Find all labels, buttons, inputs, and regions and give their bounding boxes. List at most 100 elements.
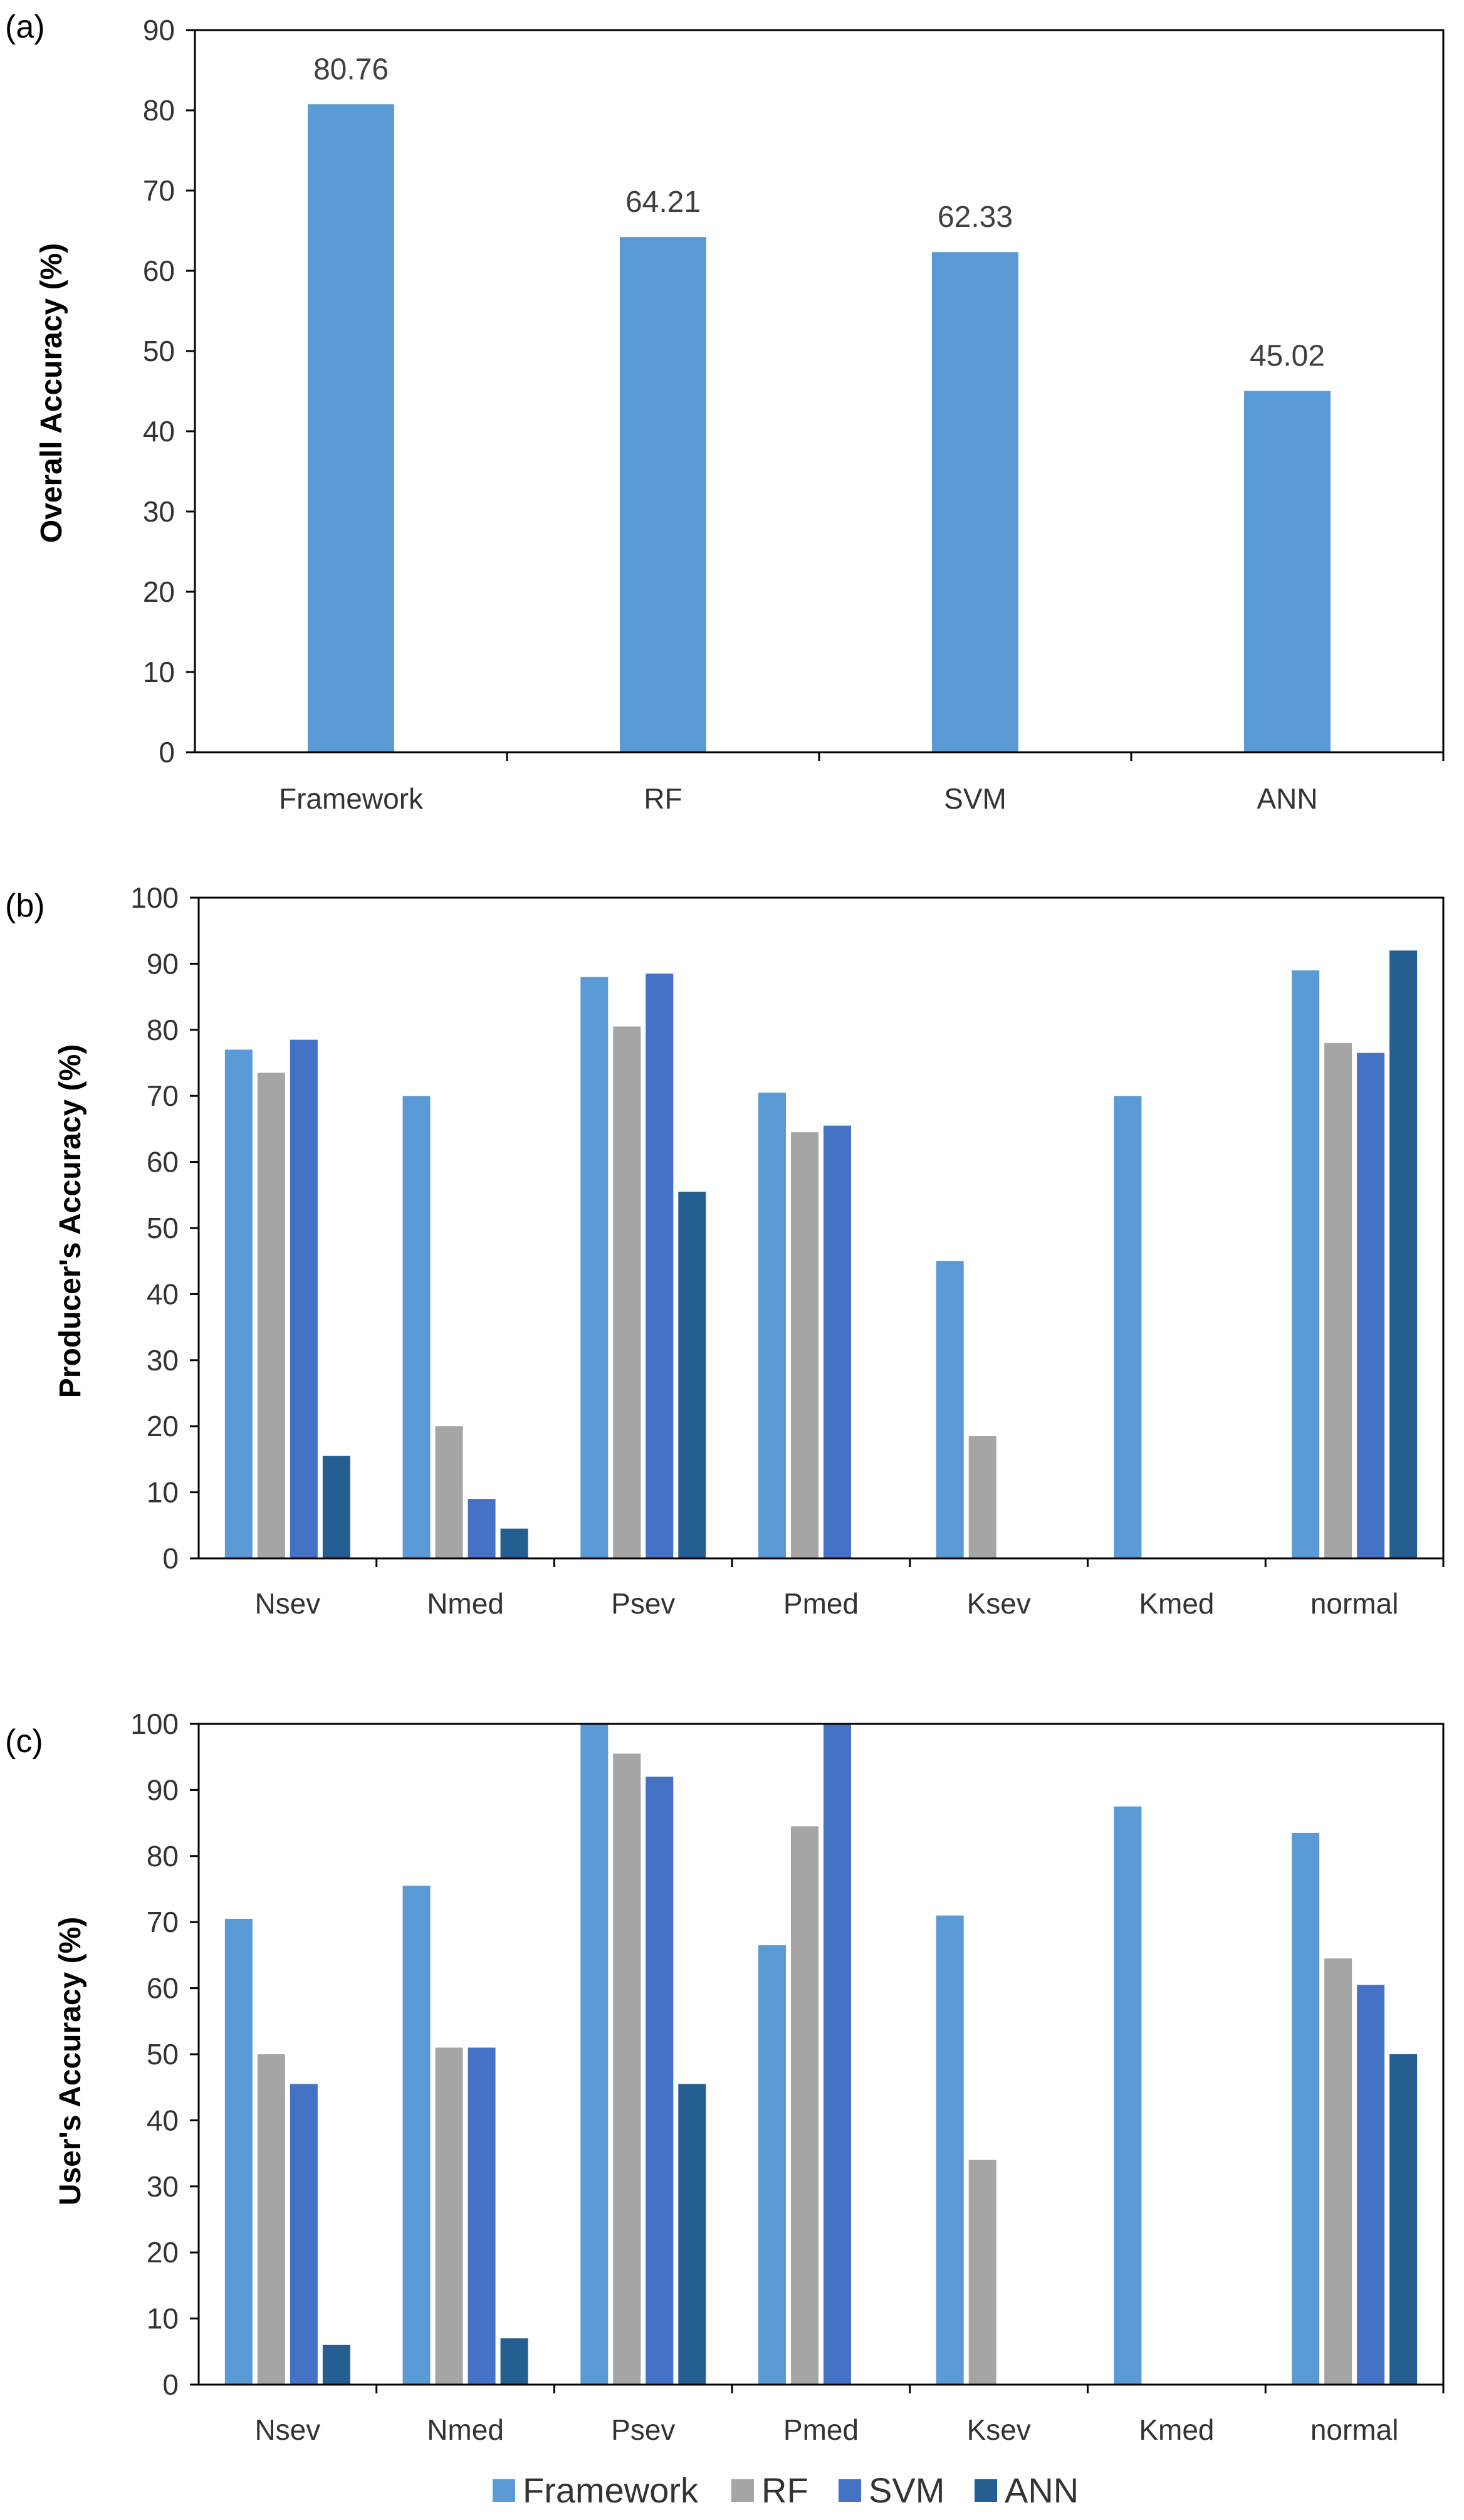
bar-svm-nsev <box>290 1039 318 1558</box>
y-tick-label: 10 <box>147 1476 179 1509</box>
panel-a-label: (a) <box>5 9 45 45</box>
y-tick-label: 70 <box>147 1906 179 1938</box>
legend: Framework RF SVM ANN <box>493 2470 1079 2510</box>
bar-svm-normal <box>1357 1985 1385 2385</box>
panel-a-overall-accuracy: (a) Overall Accuracy (%) 0 10 20 30 40 50 60 70… <box>5 9 1445 815</box>
bar-rf-nmed <box>435 2047 463 2385</box>
panel-c-y-axis-label: User's Accuracy (%) <box>54 1917 87 2206</box>
panel-a-data-labels: 80.76 64.21 62.33 45.02 <box>313 53 1325 372</box>
bar-ann-normal <box>1389 950 1418 1558</box>
x-tick-label: Nmed <box>427 2413 504 2446</box>
x-tick-label: ANN <box>1257 782 1317 815</box>
bar-svm-nmed <box>468 1499 496 1558</box>
x-tick-label: Ksev <box>967 1587 1031 1620</box>
y-tick-label: 100 <box>130 1708 179 1740</box>
x-tick-label: Nmed <box>427 1587 504 1620</box>
y-tick-label: 40 <box>147 1278 179 1310</box>
x-tick-label: Kmed <box>1139 1587 1214 1620</box>
y-tick-label: 50 <box>147 1212 179 1244</box>
y-tick-label: 40 <box>143 415 175 448</box>
bar-rf-pmed <box>791 1826 818 2385</box>
bar-rf <box>620 237 706 752</box>
bar-framework-pmed <box>758 1945 786 2385</box>
bar-rf-pmed <box>791 1132 818 1558</box>
x-tick-label: Psev <box>611 1587 675 1620</box>
legend-label-rf: RF <box>761 2470 808 2510</box>
y-tick-label: 30 <box>143 495 175 528</box>
legend-swatch-rf <box>731 2479 754 2502</box>
bar-svm-pmed <box>823 1724 851 2385</box>
panel-c-plot-border <box>197 1723 1445 2386</box>
y-tick-label: 90 <box>147 1773 179 1806</box>
bar-svm-psev <box>646 1777 674 2385</box>
panel-b-x-ticks: Nsev Nmed Psev Pmed Ksev Kmed normal <box>254 1558 1445 1620</box>
y-tick-label: 80 <box>147 1840 179 1872</box>
bar-rf-nmed <box>435 1426 463 1558</box>
y-tick-label: 70 <box>143 174 175 207</box>
bar-rf-ksev <box>968 1436 996 1558</box>
data-label: 64.21 <box>625 186 701 219</box>
y-tick-label: 100 <box>130 881 179 914</box>
y-tick-label: 80 <box>147 1014 179 1046</box>
panel-a-x-ticks: Framework RF SVM ANN <box>279 752 1445 815</box>
y-tick-label: 0 <box>162 1542 179 1575</box>
x-tick-label: RF <box>644 782 682 815</box>
y-tick-label: 50 <box>143 335 175 367</box>
legend-label-framework: Framework <box>523 2470 699 2510</box>
panel-c-bars <box>224 1724 1418 2385</box>
data-label: 62.33 <box>938 201 1013 234</box>
bar-framework-normal <box>1292 970 1320 1558</box>
bar-rf-nsev <box>257 2054 285 2385</box>
bar-framework-normal <box>1292 1832 1320 2385</box>
data-label: 80.76 <box>313 53 389 86</box>
panel-c-label: (c) <box>5 1723 43 1760</box>
y-tick-label: 20 <box>147 1410 179 1442</box>
bar-rf-ksev <box>968 2160 996 2385</box>
y-tick-label: 60 <box>147 1146 179 1179</box>
bar-rf-psev <box>613 1026 641 1558</box>
x-tick-label: normal <box>1310 2413 1399 2446</box>
bar-ann <box>1244 391 1331 752</box>
panel-c-users-accuracy: (c) User's Accuracy (%) 0 10 20 30 40 50 60 70 8… <box>5 1708 1445 2446</box>
bar-ann-nsev <box>322 2344 350 2385</box>
y-tick-label: 30 <box>147 2170 179 2203</box>
bar-framework-psev <box>580 977 609 1558</box>
x-tick-label: Nsev <box>254 1587 320 1620</box>
bar-framework-nsev <box>224 1918 253 2385</box>
bar-svm-normal <box>1357 1053 1385 1558</box>
panel-b-label: (b) <box>5 888 45 924</box>
y-tick-label: 40 <box>147 2104 179 2136</box>
bar-svm-nsev <box>290 2084 318 2385</box>
panel-a-bars <box>308 104 1331 753</box>
bar-svm <box>932 252 1018 752</box>
bar-rf-nsev <box>257 1073 285 1558</box>
panel-a-y-ticks: 0 10 20 30 40 50 60 70 80 90 <box>143 14 195 769</box>
bar-framework-nmed <box>402 1886 431 2385</box>
legend-swatch-svm <box>839 2479 861 2502</box>
y-tick-label: 60 <box>143 255 175 287</box>
y-tick-label: 50 <box>147 2038 179 2071</box>
bar-svm-pmed <box>823 1125 851 1558</box>
panel-a-plot-border <box>194 29 1445 753</box>
bar-framework-kmed <box>1114 1096 1142 1558</box>
x-tick-label: Psev <box>611 2413 675 2446</box>
y-tick-label: 90 <box>147 947 179 980</box>
legend-swatch-ann <box>975 2479 997 2502</box>
panel-b-y-axis-label: Producer's Accuracy (%) <box>54 1044 87 1399</box>
bar-framework-ksev <box>936 1261 964 1558</box>
legend-label-ann: ANN <box>1005 2470 1079 2510</box>
x-tick-label: Pmed <box>783 2413 859 2446</box>
y-tick-label: 70 <box>147 1079 179 1112</box>
bar-framework-kmed <box>1114 1806 1142 2385</box>
x-tick-label: Pmed <box>783 1587 859 1620</box>
y-tick-label: 80 <box>143 94 175 127</box>
bar-ann-nmed <box>500 2338 528 2385</box>
data-label: 45.02 <box>1250 340 1325 373</box>
y-tick-label: 90 <box>143 14 175 46</box>
x-tick-label: Kmed <box>1139 2413 1214 2446</box>
x-tick-label: SVM <box>944 782 1006 815</box>
bar-svm-nmed <box>468 2047 496 2385</box>
panel-b-producers-accuracy: (b) Producer's Accuracy (%) 0 10 20 30 40 50 6… <box>5 881 1445 1620</box>
panel-c-y-ticks: 0 10 20 30 40 50 60 70 80 90 100 <box>130 1708 199 2401</box>
